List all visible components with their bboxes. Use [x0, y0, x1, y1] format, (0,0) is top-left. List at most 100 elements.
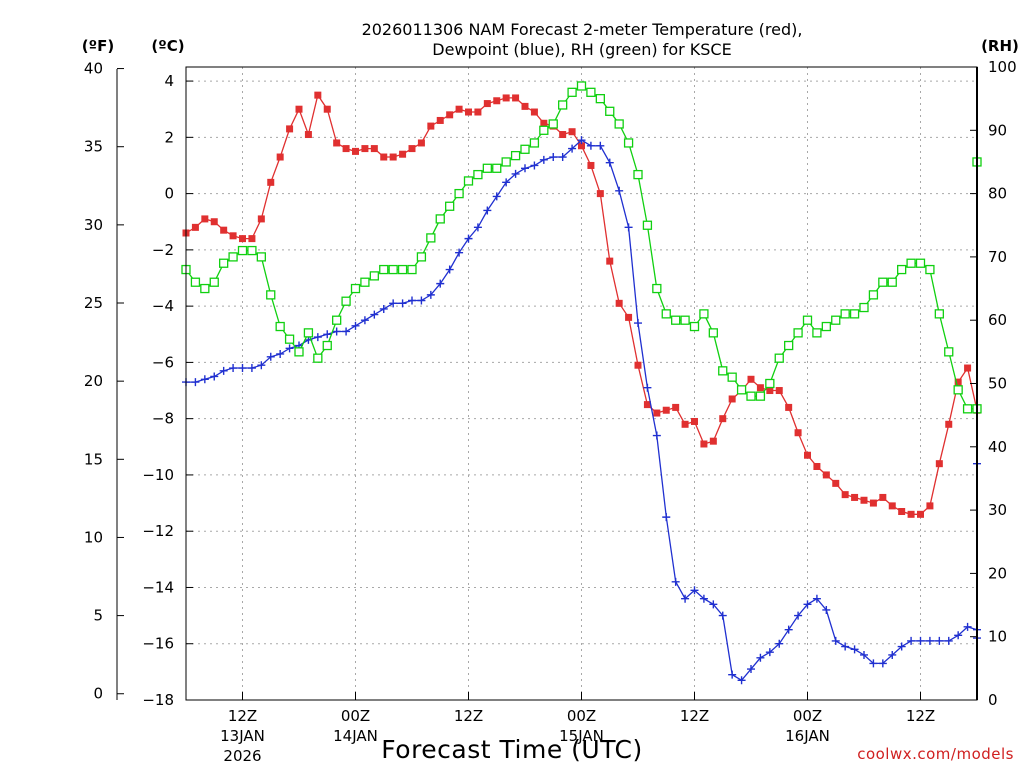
data-point: [586, 141, 595, 150]
data-point: [360, 277, 370, 287]
data-point: [210, 218, 218, 226]
data-point: [473, 169, 483, 180]
celsius-tick-label: −6: [152, 353, 174, 371]
data-point: [634, 361, 642, 369]
x-tick-label: 12Z: [680, 707, 709, 725]
data-point: [587, 161, 595, 169]
data-point: [785, 403, 793, 411]
data-point: [510, 150, 521, 161]
data-point: [360, 316, 369, 325]
data-point: [548, 119, 558, 129]
data-point: [266, 290, 276, 300]
x-tick-date: 14JAN: [333, 727, 378, 745]
data-point: [191, 378, 200, 387]
data-point: [794, 429, 802, 437]
data-point: [615, 299, 623, 307]
data-point: [878, 277, 888, 287]
data-point: [915, 258, 926, 268]
data-point: [576, 81, 587, 91]
chart-title-line-2: Dewpoint (blue), RH (green) for KSCE: [432, 40, 731, 59]
data-point: [567, 87, 577, 97]
data-point: [775, 387, 783, 395]
celsius-tick-label: −10: [142, 466, 174, 484]
data-point: [728, 395, 736, 403]
data-point: [426, 290, 435, 299]
data-point: [294, 347, 304, 357]
data-point: [314, 91, 322, 99]
x-tick-label: 00Z: [341, 707, 370, 725]
data-point: [898, 508, 906, 516]
series-dewpoint: [182, 136, 981, 685]
data-point: [652, 431, 661, 440]
data-point: [408, 296, 416, 305]
data-point: [342, 327, 351, 336]
data-point: [256, 252, 266, 262]
rh-tick-label: 70: [988, 248, 1007, 266]
data-point: [831, 315, 841, 325]
x-tick-label: 12Z: [906, 707, 935, 725]
data-point: [671, 315, 681, 325]
data-point: [445, 265, 454, 274]
data-point: [652, 283, 662, 294]
data-point: [492, 163, 502, 173]
data-point: [493, 97, 501, 105]
data-point: [303, 328, 314, 338]
data-point: [276, 153, 284, 161]
data-point: [389, 299, 398, 308]
data-point: [954, 631, 963, 640]
axis-layer: −18−16−14−12−10−8−6−4−202405101520253035…: [84, 58, 1017, 765]
data-point: [623, 138, 634, 148]
data-point: [916, 636, 925, 645]
celsius-tick-label: 2: [164, 128, 174, 146]
data-point: [332, 327, 341, 336]
data-point: [341, 296, 351, 306]
data-point: [906, 258, 916, 268]
data-point: [209, 277, 219, 287]
data-point: [219, 366, 228, 375]
data-point: [201, 215, 209, 223]
series-rh: [181, 81, 982, 414]
rh-tick-label: 50: [988, 375, 1007, 393]
data-point: [586, 87, 596, 97]
data-point: [454, 188, 464, 199]
data-point: [643, 383, 652, 392]
data-point: [765, 378, 775, 389]
data-point: [521, 164, 529, 173]
data-point: [436, 279, 445, 288]
data-point: [417, 296, 426, 305]
data-point: [313, 353, 323, 363]
data-point: [718, 366, 728, 376]
data-point: [474, 108, 482, 116]
data-point: [925, 636, 934, 645]
celsius-tick-label: −4: [152, 297, 174, 315]
data-point: [473, 223, 482, 232]
data-point: [399, 150, 407, 158]
rh-tick-label: 10: [988, 628, 1007, 646]
data-point: [332, 315, 342, 325]
data-point: [379, 304, 388, 313]
plot-frame: [185, 66, 978, 701]
data-point: [455, 105, 463, 113]
data-point: [408, 145, 416, 153]
x-tick-date: 13JAN: [220, 727, 265, 745]
data-point: [841, 642, 850, 651]
data-point: [718, 611, 727, 620]
data-point: [502, 94, 510, 102]
data-point: [793, 328, 803, 338]
data-point: [691, 417, 698, 425]
data-point: [662, 513, 671, 522]
data-point: [284, 334, 295, 344]
data-point: [700, 440, 708, 448]
data-point: [953, 385, 963, 395]
rh-tick-label: 100: [988, 58, 1017, 76]
data-point: [887, 277, 897, 287]
data-point: [859, 302, 869, 313]
fahrenheit-tick-label: 25: [84, 294, 103, 312]
data-point: [322, 340, 332, 351]
data-point: [888, 650, 897, 659]
data-point: [397, 264, 408, 275]
celsius-unit-label: (ºC): [151, 37, 184, 55]
data-point: [275, 321, 285, 332]
data-point: [247, 364, 256, 373]
data-point: [784, 625, 793, 634]
